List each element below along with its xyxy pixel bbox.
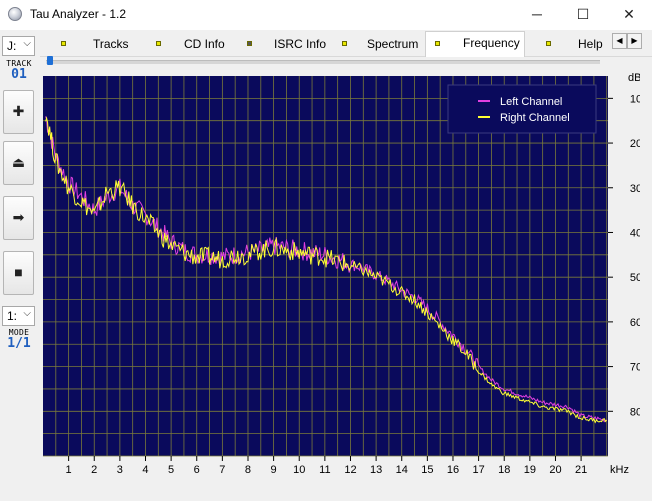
- x-tick-label: 5: [168, 464, 174, 476]
- status-led-icon: [61, 41, 66, 46]
- x-tick-label: 13: [370, 464, 382, 476]
- add-button[interactable]: ✚: [3, 90, 34, 134]
- y-tick-label: 50: [630, 272, 640, 284]
- series-line-left-channel: [45, 116, 607, 423]
- close-button[interactable]: ✕: [623, 6, 635, 22]
- tab-frequency[interactable]: Frequency: [425, 31, 525, 57]
- tab-isrc-info[interactable]: ISRC Info: [236, 32, 330, 56]
- eject-icon: ⏏: [11, 154, 26, 170]
- status-led-icon: [435, 41, 440, 46]
- stop-button[interactable]: ■: [3, 251, 34, 295]
- series-line-right-channel: [45, 116, 608, 424]
- legend-label: Left Channel: [500, 96, 562, 108]
- x-tick-label: 20: [549, 464, 561, 476]
- x-tick-label: 14: [396, 464, 408, 476]
- tab-label: Frequency: [463, 36, 520, 50]
- position-slider-handle[interactable]: [47, 56, 53, 65]
- x-tick-label: 2: [91, 464, 97, 476]
- x-tick-label: 3: [117, 464, 123, 476]
- x-tick-label: 7: [219, 464, 225, 476]
- y-tick-label: 60: [630, 317, 640, 329]
- tab-spectrum[interactable]: Spectrum: [332, 32, 424, 56]
- left-control-panel: J: ⌵ TRACK 01 ✚ ⏏ ➡ ■ 1: ⌵ MODE 1/1: [0, 30, 38, 501]
- x-tick-label: 19: [524, 464, 536, 476]
- drive-select[interactable]: J: ⌵: [2, 36, 35, 56]
- y-tick-label: 10: [630, 93, 640, 105]
- x-tick-label: 11: [319, 464, 330, 476]
- x-tick-label: 21: [575, 464, 587, 476]
- x-axis-label: kHz: [610, 464, 629, 476]
- y-tick-label: 80: [630, 406, 640, 418]
- y-axis-label: dB: [628, 72, 640, 84]
- x-tick-label: 8: [245, 464, 251, 476]
- tab-bar: Tracks CD Info ISRC Info Spectrum Freque…: [40, 30, 652, 57]
- chevron-down-icon: ⌵: [23, 308, 31, 319]
- eject-button[interactable]: ⏏: [3, 141, 34, 185]
- status-led-icon: [342, 41, 347, 46]
- legend-box: [447, 84, 597, 134]
- x-tick-label: 18: [498, 464, 510, 476]
- title-bar: Tau Analyzer - 1.2 ─ ☐ ✕: [0, 0, 652, 30]
- tab-label: Tracks: [93, 37, 129, 51]
- play-button[interactable]: ➡: [3, 196, 34, 240]
- x-tick-label: 15: [421, 464, 433, 476]
- minimize-button[interactable]: ─: [532, 6, 542, 22]
- status-led-icon: [546, 41, 551, 46]
- stop-icon: ■: [14, 264, 23, 280]
- x-tick-label: 16: [447, 464, 459, 476]
- position-slider-track[interactable]: [46, 60, 600, 64]
- x-tick-label: 6: [194, 464, 200, 476]
- frequency-chart: 10 20 30 40 50 60 70 80 dB 1 2 3 4 5 6 7 8 9 10 11 12 13 14 15 1…: [40, 68, 642, 501]
- mode-select[interactable]: 1: ⌵: [2, 306, 35, 326]
- mode-value: 1/1: [7, 336, 31, 351]
- play-icon: ➡: [12, 209, 25, 225]
- chevron-down-icon: ⌵: [23, 38, 31, 49]
- tab-cd-info[interactable]: CD Info: [138, 32, 232, 56]
- status-led-icon: [156, 41, 161, 46]
- window-title: Tau Analyzer - 1.2: [30, 7, 127, 21]
- x-tick-label: 1: [66, 464, 72, 476]
- tab-label: Spectrum: [367, 37, 419, 51]
- x-tick-label: 4: [142, 464, 148, 476]
- y-tick-label: 30: [630, 183, 640, 195]
- mode-label: MODE: [8, 328, 30, 337]
- legend-label: Right Channel: [500, 112, 570, 124]
- plus-icon: ✚: [12, 103, 25, 119]
- tab-scroll-left-button[interactable]: ◀: [612, 33, 627, 49]
- tab-label: Help: [578, 37, 603, 51]
- status-led-icon: [247, 41, 252, 46]
- tab-tracks[interactable]: Tracks: [50, 32, 132, 56]
- drive-select-value: J:: [7, 39, 17, 53]
- maximize-button[interactable]: ☐: [576, 6, 590, 22]
- x-tick-label: 10: [293, 464, 305, 476]
- y-tick-label: 40: [630, 227, 640, 239]
- app-logo-icon: [8, 7, 22, 21]
- tab-help[interactable]: Help: [530, 32, 610, 56]
- x-tick-label: 9: [271, 464, 277, 476]
- y-tick-label: 70: [630, 362, 640, 374]
- x-tick-label: 12: [344, 464, 356, 476]
- track-label: TRACK: [6, 59, 32, 68]
- x-tick-label: 17: [472, 464, 484, 476]
- track-number: 01: [11, 67, 27, 82]
- tab-label: ISRC Info: [274, 37, 327, 51]
- tab-label: CD Info: [184, 37, 225, 51]
- tab-scroll-right-button[interactable]: ▶: [627, 33, 642, 49]
- y-tick-label: 20: [630, 138, 640, 150]
- mode-select-value: 1:: [7, 309, 18, 323]
